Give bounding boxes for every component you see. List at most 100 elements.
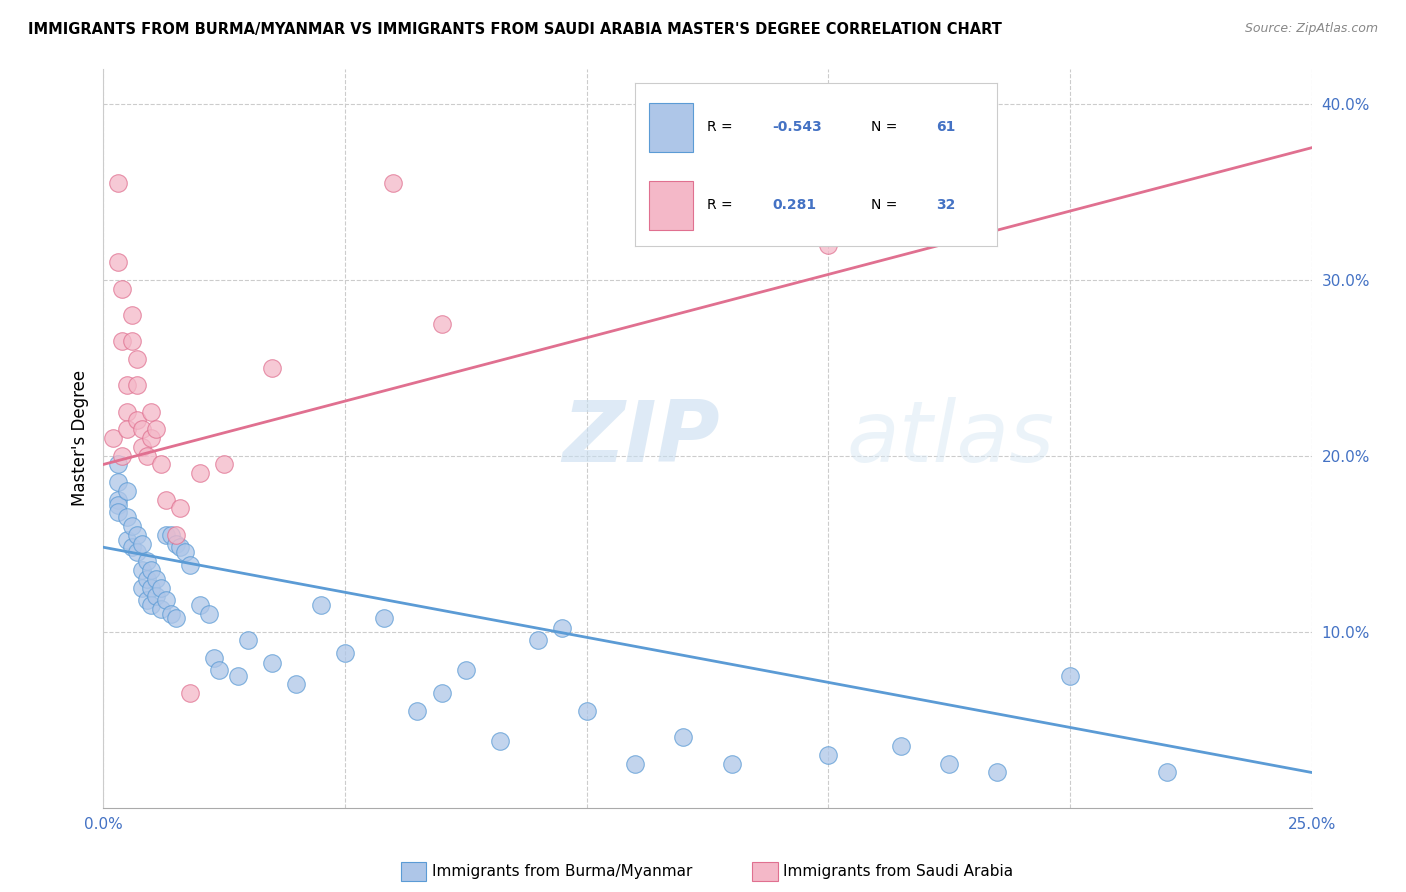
Point bbox=[131, 440, 153, 454]
Point bbox=[285, 677, 308, 691]
Point bbox=[188, 467, 211, 481]
Point bbox=[817, 747, 839, 762]
Point bbox=[430, 686, 453, 700]
Text: Immigrants from Burma/Myanmar: Immigrants from Burma/Myanmar bbox=[432, 864, 692, 879]
Point bbox=[135, 593, 157, 607]
Point bbox=[121, 334, 143, 349]
Point bbox=[150, 581, 173, 595]
Point bbox=[333, 646, 356, 660]
Point bbox=[430, 317, 453, 331]
Point bbox=[165, 528, 187, 542]
Point bbox=[165, 610, 187, 624]
Point bbox=[155, 492, 177, 507]
Point bbox=[111, 334, 134, 349]
Point bbox=[141, 431, 163, 445]
Point bbox=[125, 545, 148, 559]
Point bbox=[817, 237, 839, 252]
Point bbox=[131, 537, 153, 551]
Point bbox=[101, 431, 124, 445]
Text: Immigrants from Saudi Arabia: Immigrants from Saudi Arabia bbox=[783, 864, 1014, 879]
Point bbox=[121, 519, 143, 533]
Point bbox=[198, 607, 221, 621]
Point bbox=[117, 422, 139, 436]
Text: Source: ZipAtlas.com: Source: ZipAtlas.com bbox=[1244, 22, 1378, 36]
Point bbox=[125, 351, 148, 366]
Point bbox=[121, 540, 143, 554]
Point bbox=[309, 599, 332, 613]
Point bbox=[141, 581, 163, 595]
Point bbox=[150, 602, 173, 616]
Point bbox=[107, 176, 129, 190]
Point bbox=[141, 405, 163, 419]
Point bbox=[145, 572, 167, 586]
Point bbox=[155, 528, 177, 542]
Point bbox=[914, 132, 936, 146]
Point bbox=[145, 590, 167, 604]
Point bbox=[117, 378, 139, 392]
Point bbox=[575, 704, 598, 718]
Text: IMMIGRANTS FROM BURMA/MYANMAR VS IMMIGRANTS FROM SAUDI ARABIA MASTER'S DEGREE CO: IMMIGRANTS FROM BURMA/MYANMAR VS IMMIGRA… bbox=[28, 22, 1002, 37]
Point bbox=[107, 492, 129, 507]
Point bbox=[111, 449, 134, 463]
Point bbox=[624, 756, 647, 771]
Point bbox=[406, 704, 429, 718]
Text: ZIP: ZIP bbox=[562, 397, 720, 480]
Point bbox=[212, 458, 235, 472]
Point bbox=[159, 528, 181, 542]
Point bbox=[159, 607, 181, 621]
Point bbox=[117, 533, 139, 548]
Point bbox=[382, 176, 405, 190]
Point bbox=[117, 405, 139, 419]
Point bbox=[131, 563, 153, 577]
Point bbox=[169, 501, 191, 516]
Y-axis label: Master's Degree: Master's Degree bbox=[72, 370, 89, 506]
Point bbox=[672, 731, 695, 745]
Point bbox=[527, 633, 550, 648]
Point bbox=[373, 610, 395, 624]
Point bbox=[107, 458, 129, 472]
Point bbox=[208, 664, 231, 678]
Point bbox=[107, 475, 129, 489]
Point bbox=[228, 668, 250, 682]
Point bbox=[169, 540, 191, 554]
Point bbox=[121, 308, 143, 322]
Point bbox=[262, 657, 284, 671]
Point bbox=[125, 378, 148, 392]
Point bbox=[117, 510, 139, 524]
Point bbox=[125, 528, 148, 542]
Point bbox=[236, 633, 259, 648]
Point bbox=[131, 581, 153, 595]
Point bbox=[111, 281, 134, 295]
Point bbox=[202, 651, 225, 665]
Point bbox=[107, 498, 129, 512]
Point bbox=[454, 664, 477, 678]
Point bbox=[188, 599, 211, 613]
Text: atlas: atlas bbox=[846, 397, 1054, 480]
Point bbox=[141, 563, 163, 577]
Point bbox=[155, 593, 177, 607]
Point bbox=[986, 765, 1008, 780]
Point bbox=[174, 545, 197, 559]
Point bbox=[938, 756, 960, 771]
Point bbox=[720, 756, 742, 771]
Point bbox=[890, 739, 912, 753]
Point bbox=[135, 572, 157, 586]
Point bbox=[107, 505, 129, 519]
Point bbox=[165, 537, 187, 551]
Point bbox=[125, 413, 148, 427]
Point bbox=[141, 599, 163, 613]
Point bbox=[1156, 765, 1178, 780]
Point bbox=[1059, 668, 1081, 682]
Point bbox=[135, 554, 157, 568]
Point bbox=[551, 621, 574, 635]
Point bbox=[117, 483, 139, 498]
Point bbox=[107, 255, 129, 269]
Point bbox=[262, 360, 284, 375]
Point bbox=[150, 458, 173, 472]
Point bbox=[131, 422, 153, 436]
Point bbox=[145, 422, 167, 436]
Point bbox=[179, 558, 201, 572]
Point bbox=[135, 449, 157, 463]
Point bbox=[179, 686, 201, 700]
Point bbox=[488, 733, 510, 747]
